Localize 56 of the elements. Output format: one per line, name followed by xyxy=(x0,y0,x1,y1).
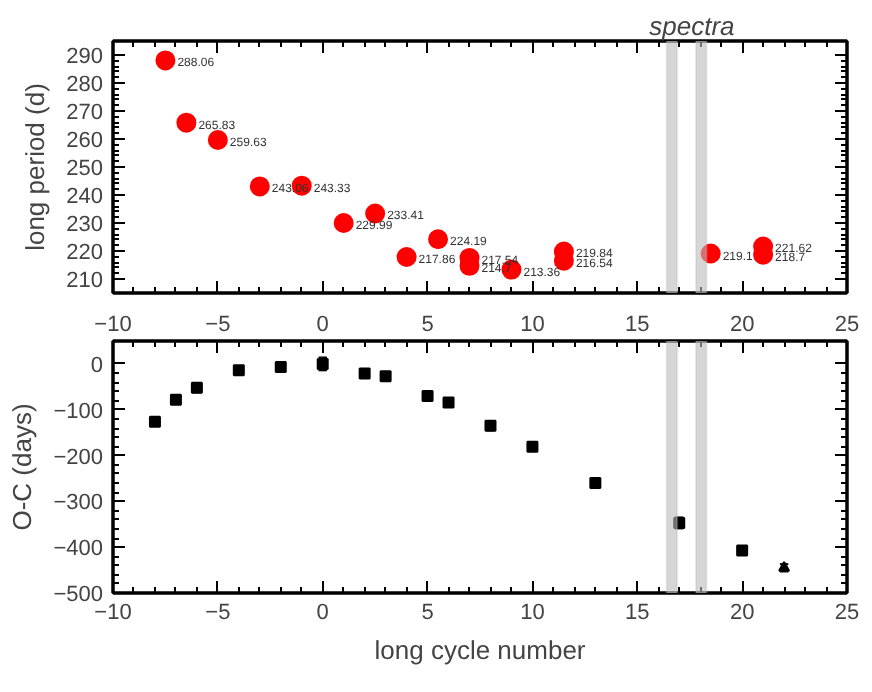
point xyxy=(190,381,203,394)
x-tick-label: 25 xyxy=(834,313,860,337)
x2-tick-label: 10 xyxy=(520,601,545,625)
y-tick-label: 270 xyxy=(66,101,104,125)
y-tick-label: 290 xyxy=(66,45,104,69)
point xyxy=(396,247,417,267)
point xyxy=(148,415,161,428)
y-tick-label: −500 xyxy=(53,583,104,607)
x-tick-label: 15 xyxy=(625,313,650,337)
x2-tick-label: 0 xyxy=(316,601,329,625)
point xyxy=(379,370,392,383)
y-tick-label: 0 xyxy=(90,353,104,378)
x2-tick-label: −5 xyxy=(205,601,231,625)
point xyxy=(428,229,449,250)
annotation: spectra xyxy=(649,11,735,41)
y-tick-label: 210 xyxy=(66,269,104,293)
point xyxy=(155,50,176,71)
y-tick-label: 280 xyxy=(66,73,104,97)
point xyxy=(484,419,497,432)
y-tick-label: 260 xyxy=(66,129,104,153)
point xyxy=(421,389,434,402)
point xyxy=(249,176,270,197)
point xyxy=(333,213,354,234)
point xyxy=(700,243,721,264)
y-tick-label: 240 xyxy=(66,185,104,209)
point xyxy=(526,440,539,453)
y-tick-label: −100 xyxy=(53,399,104,424)
x-tick-label: 0 xyxy=(316,313,329,337)
point xyxy=(176,112,197,133)
point xyxy=(736,544,749,557)
x2-tick-label: 15 xyxy=(625,601,650,625)
point xyxy=(358,367,371,380)
point xyxy=(169,393,182,406)
x2-tick-label: 25 xyxy=(834,601,860,625)
x-tick-label: 20 xyxy=(729,313,755,337)
y-tick-label: −400 xyxy=(53,537,104,562)
y-tick-label: 220 xyxy=(66,241,104,265)
y-axis-title: O-C (days) xyxy=(7,403,38,531)
y-axis-title: long period (d) xyxy=(20,83,51,251)
point xyxy=(589,477,602,490)
point xyxy=(232,364,245,377)
x-axis-title: long cycle number xyxy=(374,635,587,665)
point xyxy=(274,361,287,374)
x2-tick-label: −10 xyxy=(94,601,132,625)
x-tick-label: −10 xyxy=(94,313,132,337)
y-tick-label: 230 xyxy=(66,213,104,237)
x2-tick-label: 20 xyxy=(729,601,755,625)
x-tick-label: 10 xyxy=(520,313,545,337)
y-tick-label: −300 xyxy=(53,491,104,516)
x-tick-label: −5 xyxy=(205,313,231,337)
point xyxy=(207,130,228,151)
x-tick-label: 5 xyxy=(421,313,434,337)
y-tick-label: 250 xyxy=(66,157,104,181)
y-tick-label: −200 xyxy=(53,445,104,470)
x2-tick-label: 5 xyxy=(421,601,434,625)
point xyxy=(442,396,455,409)
